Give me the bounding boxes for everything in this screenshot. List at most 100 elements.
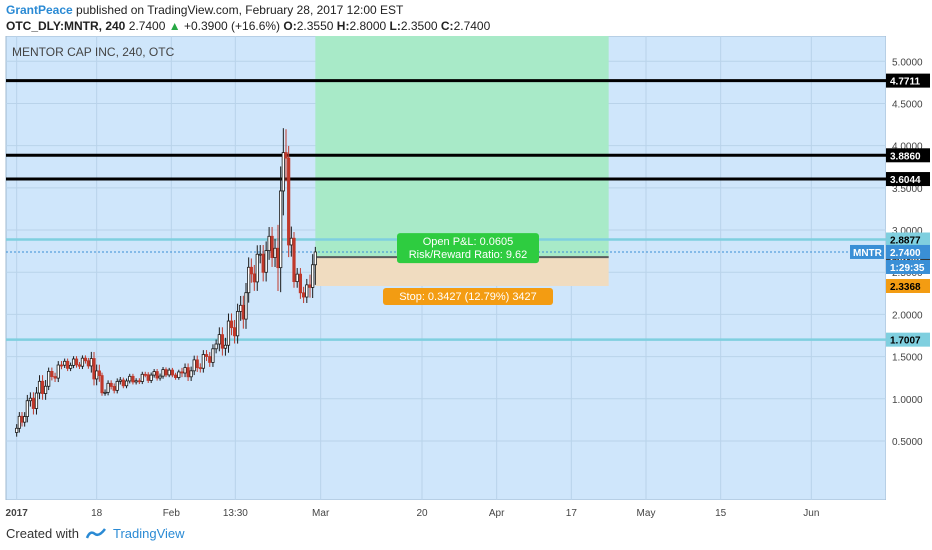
horizontal-levels[interactable]	[6, 79, 886, 341]
candle	[270, 226, 274, 267]
candle	[195, 355, 199, 372]
ohlc-bar: OTC_DLY:MNTR, 240 2.7400 ▲ +0.3900 (+16.…	[6, 19, 490, 33]
stop-price-tag: 2.3368	[886, 278, 930, 293]
candle	[236, 303, 240, 344]
candle	[279, 166, 283, 293]
y-tick-label: 4.0000	[892, 142, 923, 153]
candle	[301, 286, 306, 304]
price-chart[interactable]: 5.00004.50004.00003.50003.00002.50002.00…	[0, 36, 932, 522]
published-text: published on TradingView.com, February 2…	[76, 3, 404, 17]
candle	[134, 378, 138, 385]
candle	[204, 350, 209, 361]
tradingview-brand[interactable]: TradingView	[112, 526, 185, 541]
candle	[167, 367, 171, 378]
low-label: L:	[389, 19, 401, 33]
candle	[59, 361, 64, 370]
y-tick-label: 4.5000	[892, 99, 923, 110]
x-tick-label: 17	[566, 508, 578, 519]
candle	[149, 372, 153, 384]
candle	[15, 424, 19, 437]
candle	[109, 380, 113, 390]
candle	[295, 268, 299, 288]
stop-info-box: Stop: 0.3427 (12.79%) 3427	[383, 287, 553, 305]
svg-text:2.3368: 2.3368	[890, 282, 921, 293]
candle	[164, 367, 168, 378]
candle	[186, 363, 190, 381]
candle	[112, 383, 116, 394]
candle	[273, 238, 277, 268]
high-label: H:	[336, 19, 350, 33]
svg-text:1.7007: 1.7007	[890, 336, 921, 347]
time-axis	[0, 500, 886, 522]
tradingview-logo-icon	[85, 527, 106, 538]
candle	[68, 362, 73, 372]
level-price-tag: 1.7007	[886, 332, 930, 347]
candle	[192, 355, 196, 376]
open-value: 2.3550	[296, 19, 334, 33]
target-zone[interactable]	[315, 36, 609, 258]
x-tick-label: 20	[416, 508, 428, 519]
candle	[177, 369, 181, 380]
candle	[189, 366, 193, 382]
y-tick-label: 3.0000	[892, 226, 923, 237]
pnl-text: Open P&L: 0.0605	[423, 236, 514, 248]
candle	[146, 372, 150, 384]
level-price-tag: 3.6044	[886, 172, 930, 187]
y-tick-label: 2.0000	[892, 310, 923, 321]
candle	[305, 278, 309, 303]
candle	[128, 373, 132, 384]
countdown-tag: 1:29:35	[886, 259, 930, 274]
candle	[92, 352, 96, 386]
candle	[255, 245, 259, 291]
candle	[261, 244, 265, 282]
candle	[118, 376, 122, 385]
candle	[313, 246, 317, 285]
candle	[292, 232, 296, 288]
x-tick-label: 15	[715, 508, 727, 519]
x-tick-label: 18	[91, 508, 103, 519]
candle	[106, 380, 110, 396]
candle	[143, 371, 147, 378]
candle	[249, 258, 253, 283]
svg-text:MNTR: MNTR	[853, 248, 883, 259]
svg-text:3.8860: 3.8860	[890, 151, 921, 162]
candle	[131, 373, 135, 385]
candle	[258, 245, 262, 264]
close-label: C:	[440, 19, 454, 33]
candle	[115, 378, 119, 394]
candle	[208, 352, 212, 367]
candle	[28, 392, 32, 407]
level-price-tag: 2.8877	[886, 232, 930, 247]
low-value: 2.3500	[400, 19, 438, 33]
author-name[interactable]: GrantPeace	[6, 3, 73, 17]
candle	[121, 377, 125, 389]
svg-text:3.6044: 3.6044	[890, 175, 921, 186]
high-value: 2.8000	[349, 19, 387, 33]
candle	[34, 387, 39, 415]
candle	[44, 380, 48, 400]
candle	[252, 264, 256, 291]
level-price-tag: 3.8860	[886, 148, 930, 163]
position-zones	[315, 36, 609, 286]
candle	[223, 337, 228, 356]
candle	[161, 367, 165, 379]
candle	[180, 367, 184, 378]
candle	[244, 282, 248, 329]
candle	[211, 344, 215, 367]
candle	[50, 367, 54, 381]
svg-text:2.8877: 2.8877	[890, 236, 921, 247]
candle	[56, 361, 60, 383]
rr-text: Risk/Reward Ratio: 9.62	[409, 249, 528, 261]
x-tick-label: Apr	[489, 508, 505, 519]
level-price-tag: 4.7711	[886, 73, 930, 88]
candle	[100, 372, 104, 396]
candle	[53, 372, 57, 383]
candle	[40, 375, 45, 400]
candle	[264, 241, 268, 282]
y-tick-label: 0.5000	[892, 437, 923, 448]
close-value: 2.7400	[453, 19, 491, 33]
candle	[47, 367, 51, 391]
open-label: O:	[283, 19, 297, 33]
